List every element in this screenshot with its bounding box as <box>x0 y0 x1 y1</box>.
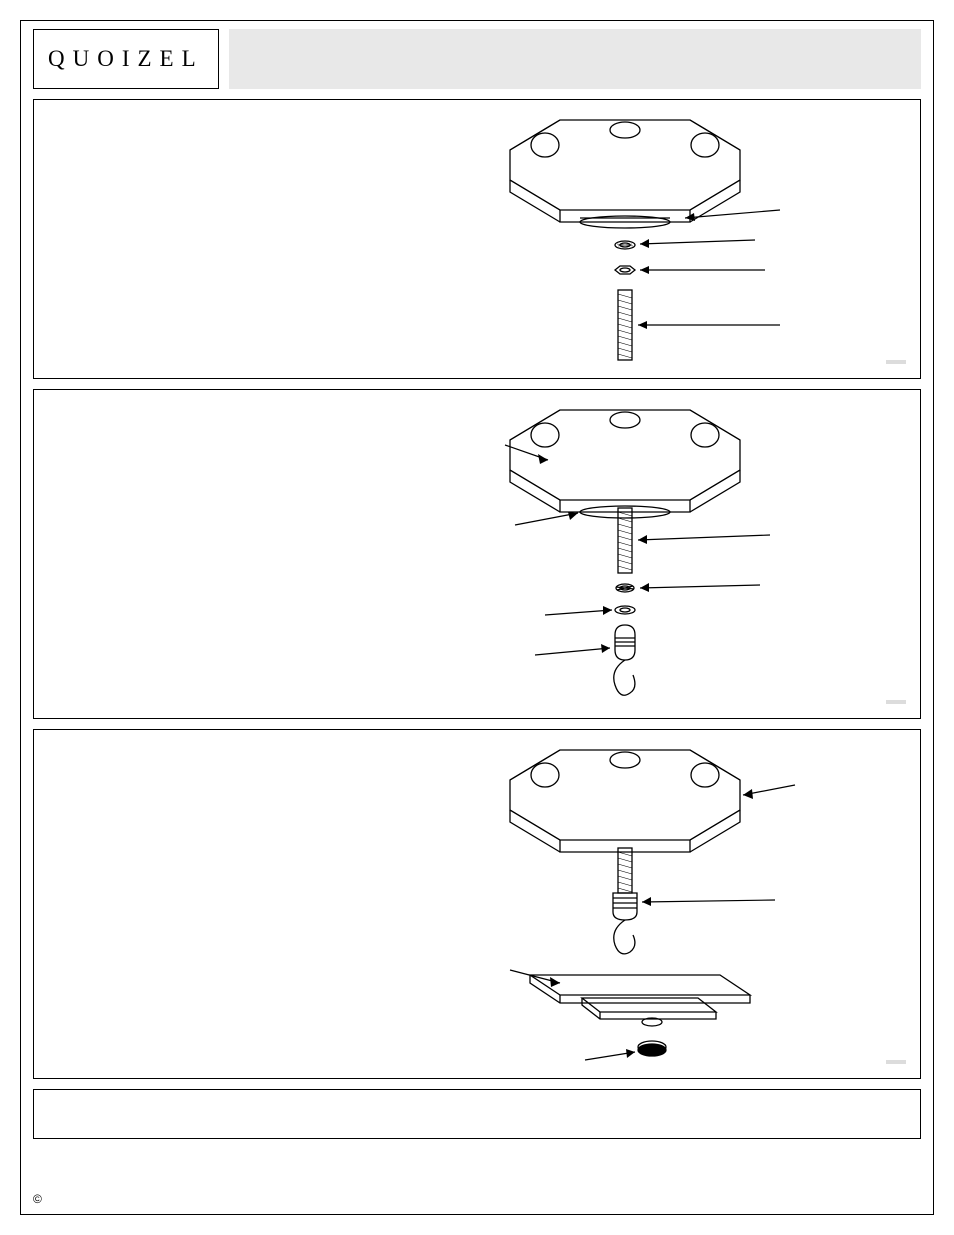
figure-badge-3 <box>886 1060 906 1064</box>
footer-center <box>44 1195 921 1206</box>
header-row: QUOIZEL <box>21 21 933 89</box>
brand-logo: QUOIZEL <box>33 29 219 89</box>
step-3-panel <box>33 729 921 1079</box>
step-2-panel <box>33 389 921 719</box>
step-1-diagram <box>490 110 830 368</box>
step-1-panel <box>33 99 921 379</box>
step-2-diagram <box>490 400 830 708</box>
figure-badge-2 <box>886 700 906 704</box>
title-bar <box>229 29 921 89</box>
figure-badge-1 <box>886 360 906 364</box>
copyright-icon: © <box>33 1192 42 1206</box>
step-3-diagram <box>490 740 830 1068</box>
copyright: © <box>33 1192 44 1206</box>
note-panel <box>33 1089 921 1139</box>
page-border: QUOIZEL <box>20 20 934 1215</box>
footer: © <box>33 1192 921 1206</box>
